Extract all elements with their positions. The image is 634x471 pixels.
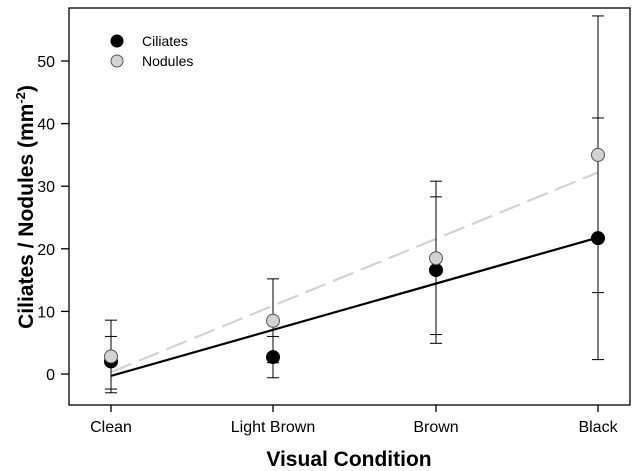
x-axis-title: Visual Condition [266, 448, 431, 471]
y-tick-label: 0 [46, 367, 55, 384]
y-tick-label: 30 [37, 179, 55, 196]
legend-label-nodules: Nodules [142, 53, 193, 69]
data-point-ciliates [266, 350, 280, 365]
x-tick-label: Brown [413, 419, 458, 436]
error-bars [105, 15, 604, 394]
data-point-nodules [104, 349, 118, 364]
data-point-ciliates [429, 263, 443, 278]
x-tick-label: Clean [90, 419, 132, 436]
fit-line-ciliates [110, 236, 599, 377]
fit-lines [110, 171, 599, 377]
plot-frame [68, 7, 631, 406]
y-axis-title-close: ) [15, 85, 38, 92]
data-point-nodules [266, 313, 280, 328]
legend-marker-nodules [110, 54, 124, 68]
x-tick-label: Black [578, 419, 618, 436]
y-tick-label: 10 [37, 304, 55, 321]
y-axis-title-superscript: -2 [13, 92, 28, 104]
y-axis-title: Ciliates / Nodules (mm-2) [13, 85, 38, 329]
data-point-nodules [429, 251, 443, 266]
data-point-nodules [591, 147, 605, 162]
legend-label-ciliates: Ciliates [142, 33, 188, 49]
axes: 0 10 20 30 40 50 Clean Light Brown Brown Black [37, 54, 618, 436]
x-tick-label: Light Brown [231, 419, 316, 436]
y-tick-label: 50 [37, 54, 55, 71]
data-point-ciliates [591, 231, 605, 246]
data-points [104, 147, 605, 369]
legend-marker-ciliates [110, 34, 124, 48]
svg-text:Ciliates / Nodules (mm-2): Ciliates / Nodules (mm-2) [13, 85, 38, 329]
legend: Ciliates Nodules [110, 33, 193, 69]
y-axis-title-main: Ciliates / Nodules (mm [15, 104, 38, 329]
y-tick-label: 40 [37, 117, 55, 134]
fit-line-nodules [110, 171, 599, 374]
y-tick-label: 20 [37, 242, 55, 259]
